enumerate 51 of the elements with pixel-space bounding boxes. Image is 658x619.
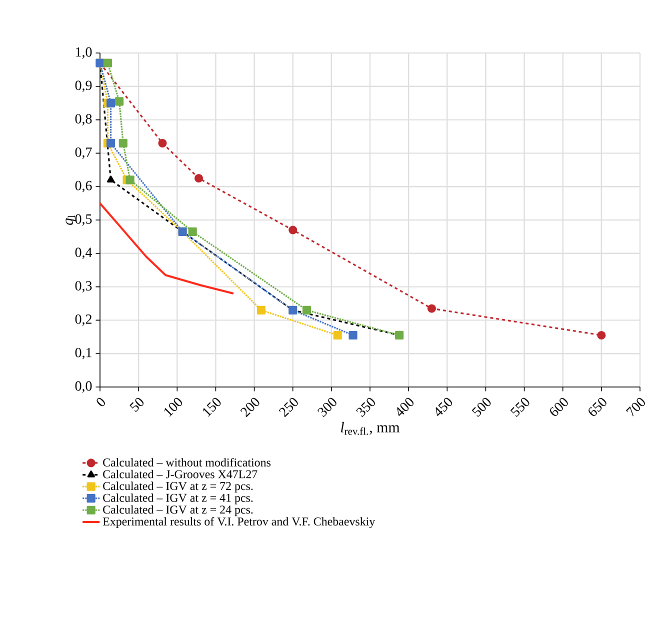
point — [333, 330, 342, 340]
point — [126, 176, 134, 184]
line-series — [100, 202, 234, 294]
y-tick-label: 0,9 — [75, 80, 92, 92]
legend-label: Calculated – IGV at z = 41 pcs. — [103, 493, 253, 504]
x-tick-label: 450 — [436, 398, 452, 416]
y-axis-title: q$_{l}$ — [66, 215, 76, 225]
y-tick-label: 0,5 — [75, 214, 92, 226]
y-tick-label: 0,3 — [75, 281, 92, 293]
point — [302, 306, 312, 314]
x-tick-label: 150 — [202, 398, 221, 417]
point — [194, 174, 204, 183]
point — [158, 138, 167, 148]
x-axis-title: l$_{rev.fl.}$, mm — [340, 422, 400, 435]
point — [348, 330, 358, 340]
point — [256, 306, 266, 314]
legend-label: Calculated – IGV at z = 72 pcs. — [103, 482, 253, 493]
y-tick-label: 0,4 — [75, 248, 92, 260]
x-tick-label: 700 — [626, 398, 645, 416]
point — [188, 227, 197, 236]
point — [288, 226, 298, 234]
point — [427, 304, 436, 313]
y-tick-label: 0,6 — [75, 180, 92, 192]
legend-label: Calculated – J-Grooves X47L27 — [103, 470, 258, 478]
x-tick-label: 600 — [550, 398, 568, 416]
y-tick-label: 0,1 — [75, 348, 92, 360]
y-tick-label: 0,2 — [75, 314, 92, 326]
legend-label: Calculated – IGV at z = 24 pcs. — [103, 505, 253, 516]
legend-label: Calculated – without modifications — [103, 458, 271, 467]
y-tick-label: 0,0 — [75, 381, 92, 393]
x-tick-label: 350 — [356, 398, 375, 417]
x-tick-label: 250 — [278, 398, 298, 418]
x-tick-label: 650 — [588, 398, 606, 416]
x-tick-label: 200 — [240, 398, 260, 418]
point — [597, 330, 606, 340]
point — [106, 98, 116, 108]
x-tick-label: 550 — [510, 398, 530, 417]
point — [103, 58, 112, 68]
point — [118, 138, 128, 148]
x-tick-label: 0 — [96, 398, 105, 406]
x-tick-label: 400 — [397, 398, 414, 416]
point — [115, 97, 124, 106]
point — [106, 138, 116, 148]
x-tick-label: 50 — [130, 398, 144, 412]
y-tick-label: 0,7 — [75, 147, 92, 159]
y-tick-label: 0,8 — [75, 114, 92, 126]
y-tick-label: 1,0 — [76, 47, 92, 59]
x-tick-label: 100 — [164, 398, 182, 417]
legend-label: Experimental results of V.I. Petrov and V.F. Chebaevskiy — [102, 517, 376, 528]
x-tick-label: 300 — [318, 398, 336, 417]
x-tick-label: 500 — [472, 398, 491, 417]
